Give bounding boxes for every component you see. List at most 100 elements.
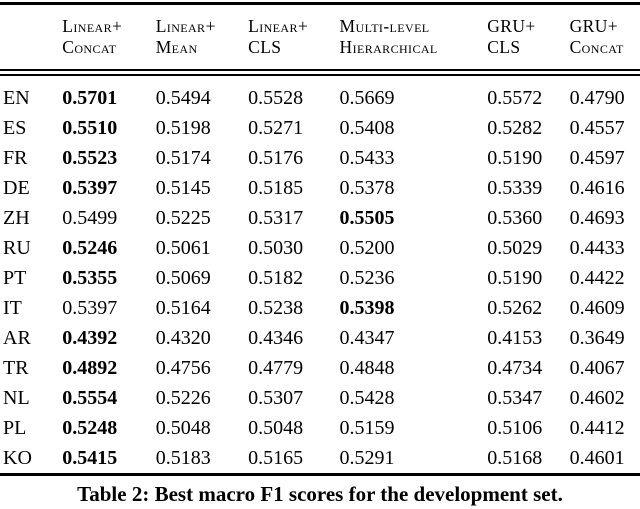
row-label: RU	[3, 237, 31, 259]
score-cell: 0.5185	[248, 177, 304, 199]
score-cell: 0.5225	[155, 207, 211, 229]
col-header-gru-cls: GRU+ CLS	[484, 3, 567, 76]
score-cell: 0.4422	[569, 267, 625, 289]
col-header-linear-cls: Linear+ CLS	[245, 3, 337, 76]
table-caption: Table 2: Best macro F1 scores for the de…	[77, 482, 563, 506]
table-row: NL 0.5554 0.5226 0.5307 0.5428 0.5347 0.4602	[0, 383, 640, 413]
score-cell: 0.4392	[62, 327, 118, 349]
score-cell: 0.4433	[569, 237, 625, 259]
score-cell: 0.5190	[487, 267, 543, 289]
score-cell: 0.4616	[569, 177, 625, 199]
score-cell: 0.4892	[62, 357, 118, 379]
header-empty-cell	[0, 3, 60, 76]
score-cell: 0.4347	[339, 327, 395, 349]
score-cell: 0.5165	[248, 447, 304, 469]
score-cell: 0.5236	[339, 267, 395, 289]
score-cell: 0.4848	[339, 357, 395, 379]
table-row: PT 0.5355 0.5069 0.5182 0.5236 0.5190 0.4422	[0, 263, 640, 293]
score-cell: 0.5246	[62, 237, 118, 259]
score-cell: 0.4609	[569, 297, 625, 319]
score-cell: 0.5176	[248, 147, 304, 169]
table-row: DE 0.5397 0.5145 0.5185 0.5378 0.5339 0.4616	[0, 173, 640, 203]
col-header-line2: CLS	[248, 37, 282, 57]
col-header-line1: Linear+	[155, 16, 216, 36]
score-cell: 0.5106	[487, 417, 543, 439]
score-cell: 0.5029	[487, 237, 543, 259]
row-label: ES	[3, 117, 27, 139]
score-cell: 0.5198	[155, 117, 211, 139]
score-cell: 0.5061	[155, 237, 211, 259]
score-cell: 0.5159	[339, 417, 395, 439]
table-row: PL 0.5248 0.5048 0.5048 0.5159 0.5106 0.4412	[0, 413, 640, 443]
score-cell: 0.5415	[62, 447, 118, 469]
score-cell: 0.5408	[339, 117, 395, 139]
score-cell: 0.5499	[62, 207, 118, 229]
header-row: Linear+ Concat Linear+ Mean Linear+ CLS …	[0, 3, 640, 76]
col-header-line1: GRU+	[569, 16, 619, 36]
score-cell: 0.4067	[569, 357, 625, 379]
col-header-linear-concat: Linear+ Concat	[59, 3, 153, 76]
score-cell: 0.5528	[248, 87, 304, 109]
score-cell: 0.5378	[339, 177, 395, 199]
table-row: IT 0.5397 0.5164 0.5238 0.5398 0.5262 0.4609	[0, 293, 640, 323]
score-cell: 0.5271	[248, 117, 304, 139]
col-header-line1: Multi-level	[339, 16, 430, 36]
score-cell: 0.5248	[62, 417, 118, 439]
score-cell: 0.4153	[487, 327, 543, 349]
score-cell: 0.5433	[339, 147, 395, 169]
score-cell: 0.5572	[487, 87, 543, 109]
row-label: PT	[3, 267, 27, 289]
score-cell: 0.5183	[155, 447, 211, 469]
score-cell: 0.5291	[339, 447, 395, 469]
row-label: IT	[3, 297, 22, 319]
score-cell: 0.5238	[248, 297, 304, 319]
score-cell: 0.5505	[339, 207, 395, 229]
score-cell: 0.5182	[248, 267, 304, 289]
table-row: FR 0.5523 0.5174 0.5176 0.5433 0.5190 0.4597	[0, 143, 640, 173]
col-header-gru-concat: GRU+ Concat	[566, 3, 640, 76]
table-row: ES 0.5510 0.5198 0.5271 0.5408 0.5282 0.4557	[0, 113, 640, 143]
col-header-line2: CLS	[487, 37, 521, 57]
row-label: KO	[3, 447, 32, 469]
score-cell: 0.4693	[569, 207, 625, 229]
score-cell: 0.5701	[62, 87, 118, 109]
score-cell: 0.5347	[487, 387, 543, 409]
score-cell: 0.4597	[569, 147, 625, 169]
col-header-line1: GRU+	[487, 16, 536, 36]
score-cell: 0.5317	[248, 207, 304, 229]
score-cell: 0.4779	[248, 357, 304, 379]
table-body: EN 0.5701 0.5494 0.5528 0.5669 0.5572 0.4790 ES…	[0, 73, 640, 475]
score-cell: 0.5360	[487, 207, 543, 229]
col-header-line1: Linear+	[62, 16, 123, 36]
score-cell: 0.5048	[155, 417, 211, 439]
table-row: RU 0.5246 0.5061 0.5030 0.5200 0.5029 0.4433	[0, 233, 640, 263]
score-cell: 0.4557	[569, 117, 625, 139]
score-cell: 0.5174	[155, 147, 211, 169]
score-cell: 0.5397	[62, 297, 118, 319]
score-cell: 0.5168	[487, 447, 543, 469]
score-cell: 0.5069	[155, 267, 211, 289]
table-row: EN 0.5701 0.5494 0.5528 0.5669 0.5572 0.4790	[0, 73, 640, 114]
score-cell: 0.5030	[248, 237, 304, 259]
score-cell: 0.4756	[155, 357, 211, 379]
score-cell: 0.4602	[569, 387, 625, 409]
score-cell: 0.5200	[339, 237, 395, 259]
score-cell: 0.5190	[487, 147, 543, 169]
row-label: ZH	[3, 207, 30, 229]
score-cell: 0.5048	[248, 417, 304, 439]
score-cell: 0.4320	[155, 327, 211, 349]
score-cell: 0.5145	[155, 177, 211, 199]
table-row: KO 0.5415 0.5183 0.5165 0.5291 0.5168 0.4601	[0, 443, 640, 475]
row-label: NL	[3, 387, 30, 409]
score-cell: 0.5339	[487, 177, 543, 199]
score-cell: 0.5226	[155, 387, 211, 409]
score-cell: 0.5554	[62, 387, 118, 409]
col-header-line2: Mean	[155, 37, 198, 57]
score-cell: 0.4412	[569, 417, 625, 439]
col-header-line2: Concat	[569, 37, 624, 57]
score-cell: 0.4790	[569, 87, 625, 109]
score-cell: 0.5262	[487, 297, 543, 319]
table-row: AR 0.4392 0.4320 0.4346 0.4347 0.4153 0.3649	[0, 323, 640, 353]
score-cell: 0.5164	[155, 297, 211, 319]
